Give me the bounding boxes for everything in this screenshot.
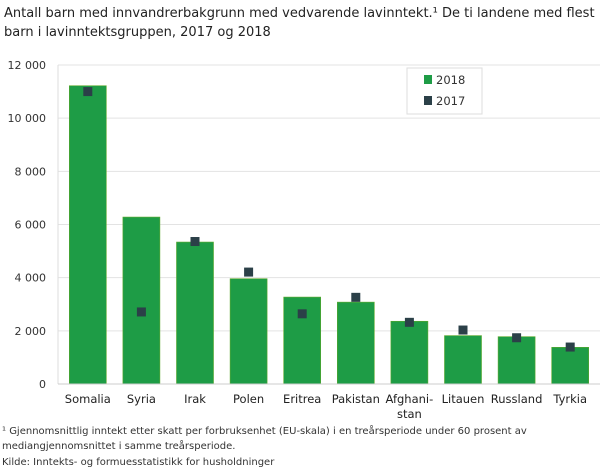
footnote-1: ¹ Gjennomsnittlig inntekt etter skatt pe… [2,426,527,437]
y-tick-label: 2 000 [15,325,47,338]
y-tick-label: 10 000 [8,112,47,125]
marker-2017 [565,342,575,352]
bar-2018 [444,335,482,385]
marker-2017 [404,317,414,327]
x-tick-label: stan [397,407,422,421]
x-tick-label: Tyrkia [552,392,587,406]
marker-2017 [136,307,146,317]
x-tick-label: Irak [184,392,206,406]
x-tick-label: Litauen [442,392,485,406]
x-tick-label: Pakistan [332,392,380,406]
y-tick-label: 4 000 [15,272,47,285]
source-note: Kilde: Inntekts- og formuesstatistikk fo… [2,457,275,468]
y-tick-label: 12 000 [8,59,47,72]
legend-label: 2018 [436,73,465,87]
bar-2018 [176,241,214,385]
marker-2017 [297,309,307,319]
bar-2018 [551,347,590,385]
bar-2018 [69,85,107,385]
legend-swatch-2017 [424,96,432,105]
y-tick-label: 6 000 [15,219,47,232]
x-tick-label: Syria [127,392,156,406]
x-tick-label: Somalia [65,392,111,406]
x-tick-label: Afghani- [386,392,434,406]
footnote-2: mediangjennomsnittet i samme treårsperio… [2,441,236,452]
bar-2018 [497,336,536,385]
legend-label: 2017 [436,94,465,108]
legend-swatch-2018 [424,75,432,84]
y-tick-label: 8 000 [15,165,47,178]
marker-2017 [190,237,200,247]
marker-2017 [458,325,468,335]
x-tick-label: Russland [491,392,543,406]
marker-2017 [512,333,522,343]
marker-2017 [83,87,93,97]
chart-title: Antall barn med innvandrerbakgrunn med v… [4,6,595,40]
marker-2017 [351,292,361,302]
y-tick-label: 0 [39,378,46,391]
bar-2018 [390,320,429,385]
bar-2018 [122,216,161,385]
bar-2018 [229,278,268,385]
bar-2018 [336,301,375,385]
x-tick-label: Polen [233,392,264,406]
marker-2017 [244,267,254,277]
legend [406,67,483,115]
x-tick-label: Eritrea [283,392,321,406]
